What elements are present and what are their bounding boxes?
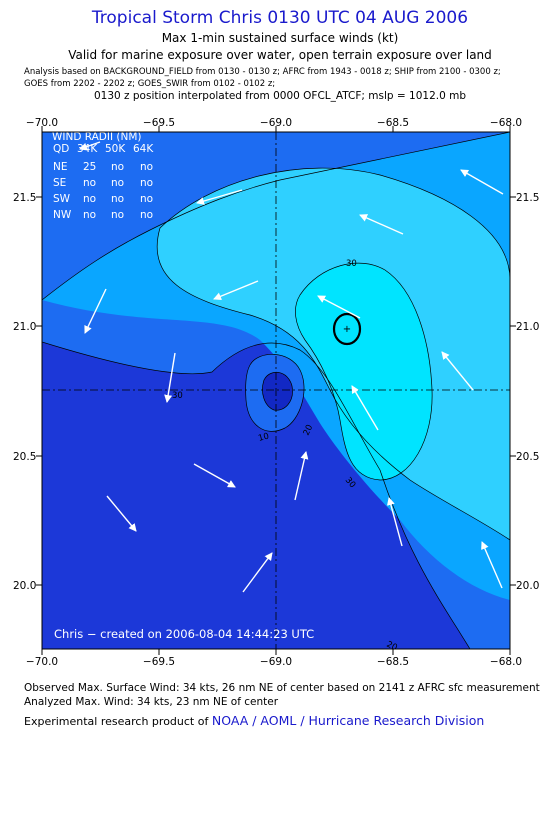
analysis-sources-line-1: Analysis based on BACKGROUND_FIELD from … (24, 67, 501, 77)
wind-arrow (196, 189, 243, 205)
wind-radii-cell: no (140, 161, 153, 173)
longitude-tick-label: −70.0 (26, 117, 58, 129)
latitude-tick-label: 21.0 (13, 321, 36, 333)
wind-radii-cell: no (111, 193, 124, 205)
longitude-tick-label: −68.5 (377, 117, 409, 129)
wind-arrow (79, 141, 101, 151)
wind-radii-table: WIND RADII (NM) QD 34K 50K 64K NE 25 no … (52, 131, 154, 221)
wind-radii-cell: NW (53, 209, 72, 221)
wind-arrow (193, 463, 236, 488)
max-wind-plus: + (343, 324, 351, 335)
exposure-note: Valid for marine exposure over water, op… (68, 48, 492, 62)
map-subtitle: Max 1-min sustained surface winds (kt) (161, 31, 399, 45)
longitude-tick-label: −69.0 (260, 656, 292, 668)
creation-credit: Chris − created on 2006-08-04 14:44:23 U… (54, 627, 314, 641)
wind-radii-header: 34K (77, 143, 98, 155)
wind-radii-cell: no (83, 193, 96, 205)
max-wind-contour (332, 312, 362, 346)
contour-label: 20 (302, 423, 316, 437)
map-title: Tropical Storm Chris 0130 UTC 04 AUG 200… (91, 8, 469, 28)
contour-line-25 (42, 132, 510, 301)
longitude-tick-label: −69.0 (260, 117, 292, 129)
latitude-tick-label: 21.5 (13, 192, 36, 204)
wind-arrow (359, 214, 404, 235)
longitude-tick-label: −69.5 (143, 656, 175, 668)
latitude-tick-label: 21.5 (516, 192, 539, 204)
contour-line-28 (156, 167, 510, 541)
org-link[interactable]: NOAA / AOML / Hurricane Research Divisio… (211, 713, 485, 728)
contour-line-30 (295, 262, 433, 481)
wind-arrow (164, 352, 176, 403)
wind-radii-header: 50K (105, 143, 126, 155)
wind-radii-cell: no (140, 177, 153, 189)
wind-radii-cell: no (111, 209, 124, 221)
wind-radii-cell: no (140, 209, 153, 221)
longitude-tick-label: −69.5 (143, 117, 175, 129)
wind-arrow (213, 280, 259, 301)
wind-radii-header: QD (53, 143, 69, 155)
contour-line-core (262, 372, 293, 411)
wind-radii-cell: no (111, 161, 124, 173)
contour-label: 10 (257, 431, 270, 443)
wind-band-core (262, 372, 293, 411)
product-credit-prefix: Experimental research product of (24, 715, 209, 728)
longitude-tick-label: −70.0 (26, 656, 58, 668)
longitude-tick-label: −68.0 (490, 117, 522, 129)
contour-label: 20 (385, 640, 399, 654)
wind-arrow (351, 385, 379, 431)
latitude-tick-label: 20.5 (516, 451, 539, 463)
latitude-tick-label: 20.5 (13, 451, 36, 463)
wind-arrow (84, 288, 107, 334)
wind-radii-cell: SW (53, 193, 71, 205)
latitude-tick-label: 20.0 (516, 580, 539, 592)
wind-arrow (294, 451, 309, 501)
latitude-tick-label: 21.0 (516, 321, 539, 333)
wind-radii-cell: no (83, 177, 96, 189)
wind-arrow (242, 552, 273, 593)
contour-line-20 (42, 341, 471, 649)
wind-arrow (317, 295, 361, 319)
contour-label: 30 (172, 391, 183, 401)
longitude-tick-label: −68.5 (377, 656, 409, 668)
wind-arrow (481, 541, 503, 589)
wind-radii-cell: no (111, 177, 124, 189)
wind-radii-cell: SE (53, 177, 66, 189)
wind-arrow (460, 169, 504, 195)
observed-max-wind: Observed Max. Surface Wind: 34 kts, 26 n… (24, 682, 540, 694)
product-credit: Experimental research product of NOAA / … (24, 713, 484, 728)
contour-label: 30 (346, 259, 357, 269)
latitude-tick-label: 20.0 (13, 580, 36, 592)
wind-radii-header: 64K (133, 143, 154, 155)
wind-radii-cell: 25 (83, 161, 96, 173)
analysis-sources-line-2: GOES from 2202 - 2202 z; GOES_SWIR from … (24, 79, 276, 89)
wind-radii-cell: NE (53, 161, 68, 173)
wind-radii-cell: no (83, 209, 96, 221)
wind-arrow (441, 351, 474, 391)
wind-band-lightest (295, 263, 433, 480)
longitude-tick-label: −68.0 (490, 656, 522, 668)
wind-radii-title: WIND RADII (NM) (52, 131, 142, 143)
position-interpolation-note: 0130 z position interpolated from 0000 O… (93, 90, 467, 102)
wind-arrow (106, 495, 137, 532)
analyzed-max-wind: Analyzed Max. Wind: 34 kts, 23 nm NE of … (24, 696, 279, 708)
wind-radii-cell: no (140, 193, 153, 205)
wind-map: + 30 30 30 20 10 20 (13, 117, 539, 668)
wind-arrow (386, 497, 403, 547)
